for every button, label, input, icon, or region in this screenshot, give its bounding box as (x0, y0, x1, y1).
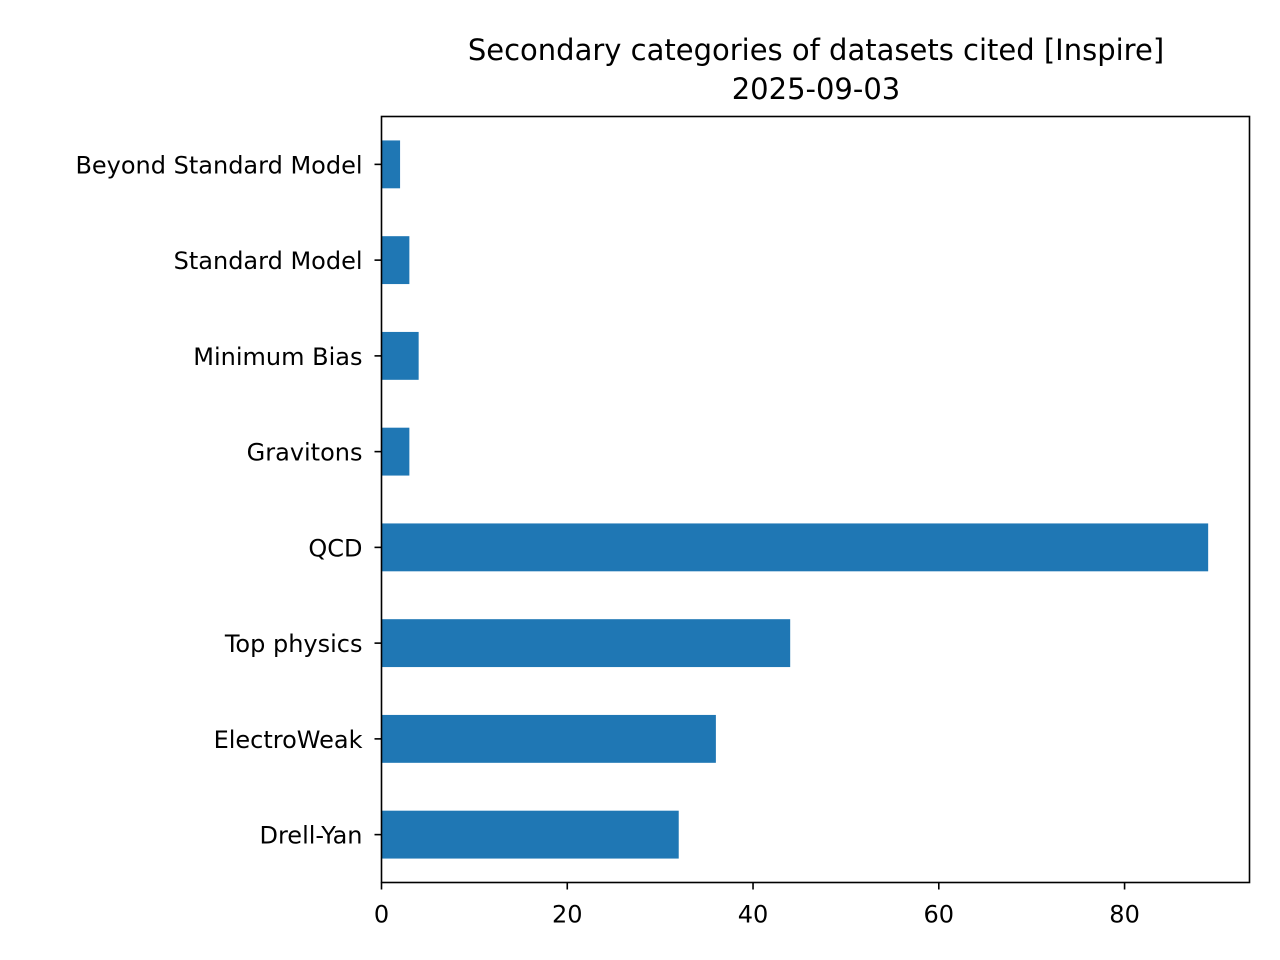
bars-layer (381, 140, 1209, 859)
x-tick-label: 40 (738, 901, 769, 929)
x-tick-label: 20 (552, 901, 583, 929)
y-tick-label: Beyond Standard Model (75, 151, 362, 179)
chart-subtitle: 2025-09-03 (732, 72, 901, 106)
y-tick-label: Drell-Yan (259, 822, 362, 850)
x-tick-label: 0 (374, 901, 389, 929)
bar-gravitons (381, 427, 410, 476)
bar-beyond-standard-model (381, 140, 401, 189)
bar-minimum-bias (381, 331, 419, 380)
y-tick-label: Standard Model (174, 247, 363, 275)
bar-drell-yan (381, 810, 679, 859)
y-tick-label: Gravitons (247, 439, 363, 467)
x-tick-label: 80 (1109, 901, 1140, 929)
bar-qcd (381, 523, 1209, 572)
bar-standard-model (381, 236, 410, 285)
y-tick-label: ElectroWeak (214, 726, 363, 754)
y-tick-label: QCD (308, 534, 362, 562)
bar-electroweak (381, 714, 716, 763)
y-tick-label: Top physics (224, 630, 363, 658)
y-tick-label: Minimum Bias (193, 343, 362, 371)
bar-top-physics (381, 619, 791, 668)
x-axis: 0 20 40 60 80 (374, 882, 1140, 929)
plot-area-frame (380, 115, 1251, 884)
x-tick-label: 60 (924, 901, 955, 929)
chart-title: Secondary categories of datasets cited [… (468, 33, 1164, 67)
y-axis: Beyond Standard Model Standard Model Minim… (75, 151, 382, 850)
